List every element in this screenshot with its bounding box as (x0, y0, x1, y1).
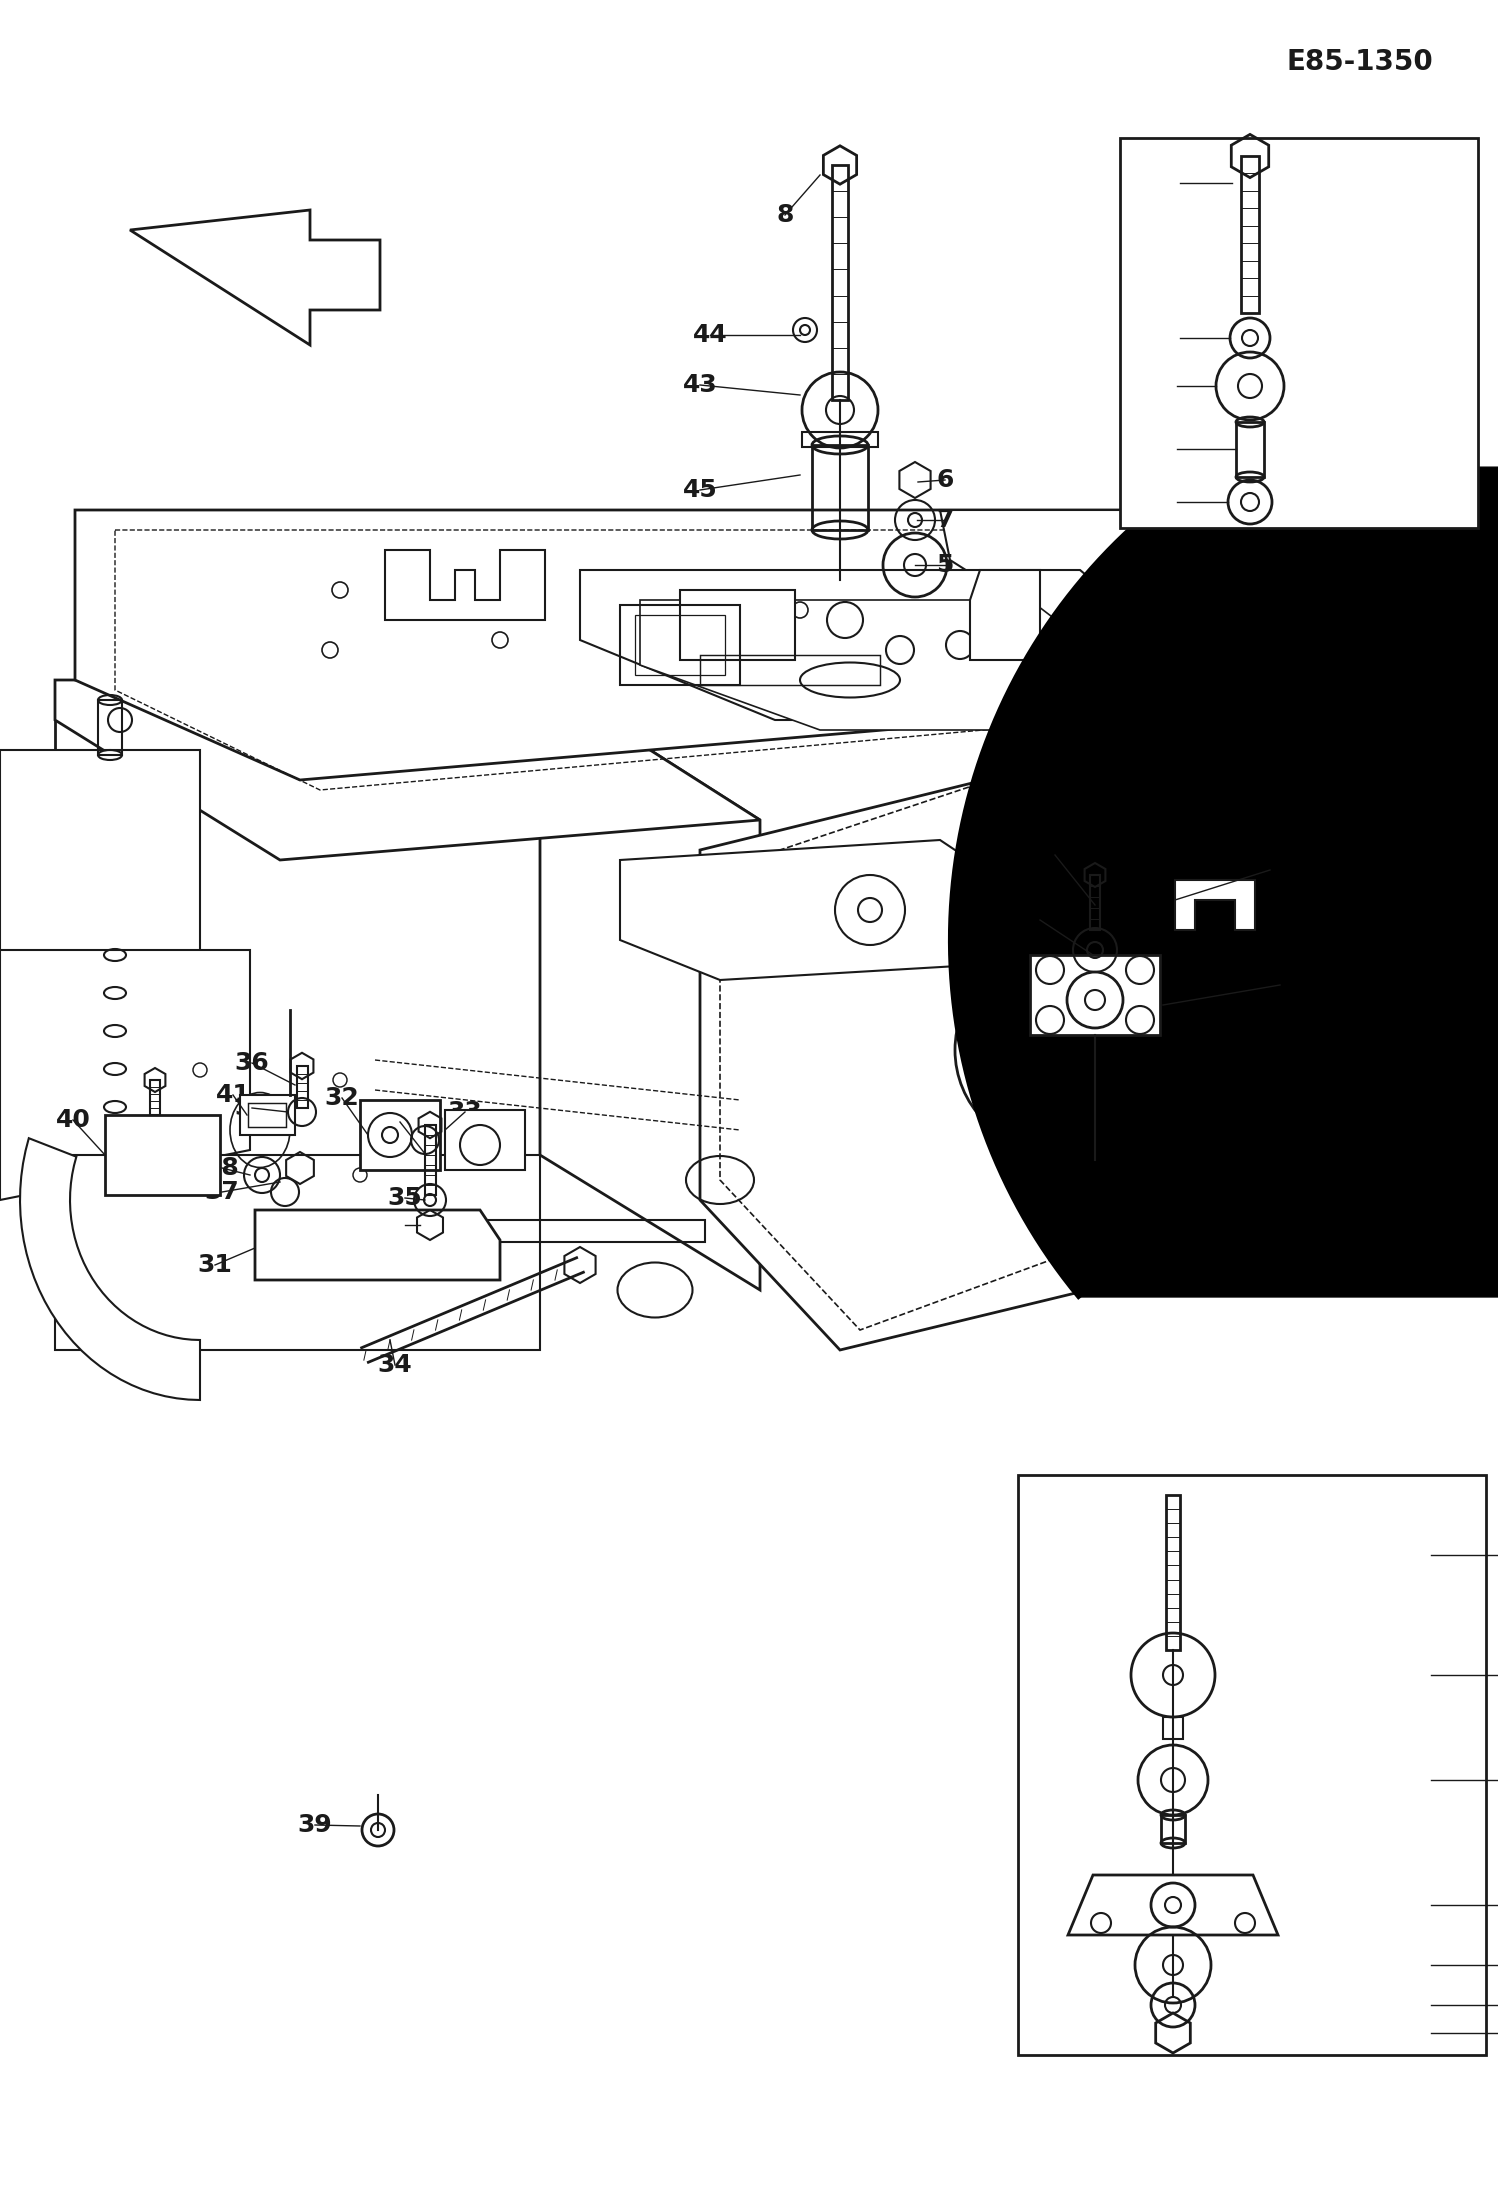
Text: 13: 13 (1437, 1768, 1471, 1792)
Text: 17: 17 (1437, 1544, 1471, 1568)
Polygon shape (1174, 879, 1255, 930)
Text: 43: 43 (683, 373, 718, 397)
Text: 32: 32 (325, 1086, 360, 1110)
Polygon shape (130, 211, 380, 344)
Text: 6: 6 (936, 467, 954, 491)
Bar (240, 1094, 295, 1136)
Bar (249, 1103, 286, 1127)
Polygon shape (950, 467, 1498, 1296)
Bar (635, 614, 725, 675)
Bar (97, 700, 121, 754)
Text: 44: 44 (692, 322, 728, 346)
Polygon shape (255, 1211, 500, 1281)
Polygon shape (55, 680, 759, 860)
Text: 40: 40 (55, 1107, 90, 1132)
Text: 2: 2 (1031, 908, 1049, 932)
Polygon shape (539, 680, 759, 1289)
Text: 41: 41 (216, 1083, 250, 1107)
Text: 45: 45 (683, 478, 718, 502)
Bar (445, 1219, 706, 1241)
Bar (801, 432, 878, 447)
Text: 16: 16 (1437, 1954, 1471, 1978)
Bar (1240, 156, 1258, 314)
Text: 10: 10 (1141, 375, 1177, 397)
Text: 38: 38 (205, 1156, 240, 1180)
Polygon shape (55, 680, 539, 1156)
Text: 8: 8 (776, 204, 794, 228)
Bar (1031, 954, 1159, 1035)
Text: 9: 9 (1144, 327, 1162, 351)
Text: 8: 8 (1144, 171, 1162, 195)
Bar (297, 1066, 309, 1107)
Bar (1236, 421, 1264, 478)
Text: 18: 18 (1437, 2022, 1471, 2046)
Text: 37: 37 (388, 1213, 422, 1237)
Bar (1091, 875, 1100, 930)
Bar (425, 1125, 436, 1195)
Text: 15: 15 (1437, 1662, 1471, 1686)
Text: 36: 36 (235, 1050, 270, 1075)
Polygon shape (640, 601, 1200, 730)
Text: 42: 42 (382, 1110, 418, 1134)
Polygon shape (1068, 1875, 1278, 1934)
Text: 35: 35 (388, 1186, 422, 1211)
Bar (1121, 138, 1479, 529)
Bar (680, 590, 795, 660)
Bar (1019, 1476, 1486, 2055)
Text: 39: 39 (298, 1814, 333, 1838)
Bar (105, 1114, 220, 1195)
Bar (812, 445, 867, 531)
Text: 19: 19 (1437, 1993, 1471, 2018)
Text: 12: 12 (1141, 489, 1177, 513)
Text: 14: 14 (1437, 1893, 1471, 1917)
Polygon shape (75, 511, 1350, 781)
Text: 3: 3 (1046, 842, 1064, 866)
Text: 4: 4 (1261, 857, 1279, 882)
Bar (1161, 1816, 1185, 1842)
Polygon shape (0, 750, 201, 1020)
Polygon shape (971, 570, 1070, 660)
Text: 34: 34 (377, 1353, 412, 1377)
Bar (831, 164, 848, 399)
Polygon shape (620, 840, 1061, 980)
Bar (1162, 1717, 1183, 1739)
Polygon shape (700, 691, 1480, 1351)
Polygon shape (385, 550, 545, 621)
Polygon shape (0, 950, 250, 1200)
Text: 11: 11 (1141, 436, 1177, 461)
Polygon shape (19, 1138, 201, 1399)
Bar (360, 1101, 440, 1171)
Bar (700, 656, 879, 684)
Polygon shape (55, 1156, 539, 1351)
Bar (620, 605, 740, 684)
Text: 35: 35 (235, 1096, 270, 1121)
Polygon shape (941, 511, 1350, 691)
Bar (1165, 1496, 1180, 1649)
Text: 31: 31 (198, 1252, 232, 1276)
Polygon shape (580, 570, 1260, 719)
Text: FRONT: FRONT (217, 261, 324, 289)
Bar (445, 1110, 524, 1171)
Text: 5: 5 (936, 553, 954, 577)
Text: 7: 7 (936, 509, 954, 533)
Polygon shape (721, 730, 1350, 1329)
Text: 37: 37 (205, 1180, 240, 1204)
Text: 33: 33 (448, 1101, 482, 1125)
Bar (150, 1079, 160, 1114)
Text: 1: 1 (1272, 974, 1288, 998)
Text: E85-1350: E85-1350 (1287, 48, 1434, 77)
